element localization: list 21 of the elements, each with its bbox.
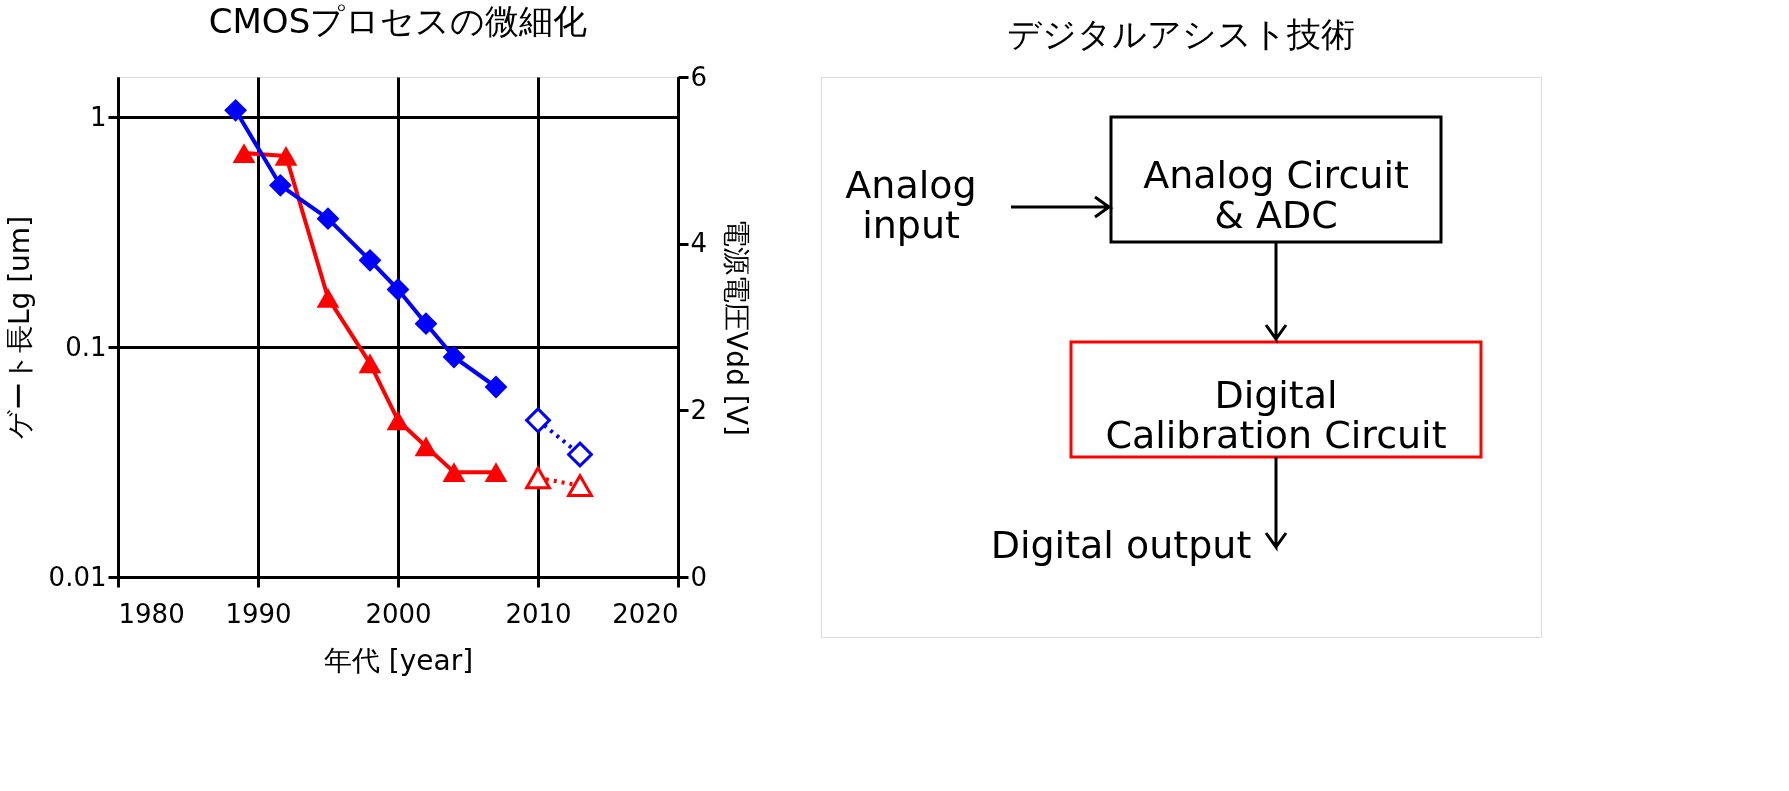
x-tick-label: 2000: [365, 598, 432, 629]
x-tick-label: 1980: [118, 598, 185, 629]
y2-tick-label: 4: [690, 228, 708, 259]
text: Digital Calibration Circuit: [1105, 373, 1447, 457]
text: Analog Circuit & ADC: [1143, 153, 1409, 237]
x-axis-title: 年代 [year]: [323, 643, 474, 677]
x-tick-label: 2020: [612, 598, 679, 629]
text: Analog input: [845, 163, 977, 247]
x-tick-label: 2010: [505, 598, 572, 629]
y-tick-label: 0.01: [48, 561, 107, 592]
text: デジタルアシスト技術: [1007, 14, 1355, 54]
x-tick-label: 1990: [225, 598, 292, 629]
y2-axis-title: 電源電圧Vdd [V]: [720, 219, 754, 436]
y2-tick-label: 2: [690, 394, 708, 425]
y-tick-label: 1: [89, 101, 107, 132]
y-tick-label: 0.1: [65, 331, 107, 362]
chart-title: CMOSプロセスの微細化: [208, 1, 588, 41]
y-axis-title: ゲート長Lg [um]: [2, 215, 36, 440]
y2-tick-label: 0: [690, 561, 708, 592]
y2-tick-label: 6: [690, 61, 708, 92]
text: Digital output: [990, 523, 1252, 567]
